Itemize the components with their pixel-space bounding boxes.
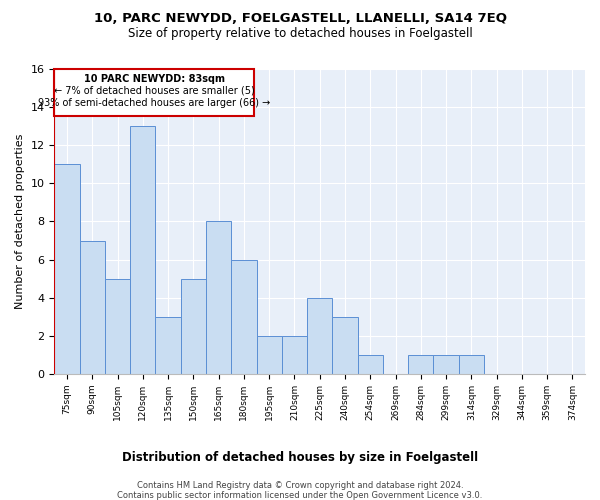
Bar — [282, 336, 307, 374]
Bar — [105, 278, 130, 374]
Bar — [55, 164, 80, 374]
Text: Distribution of detached houses by size in Foelgastell: Distribution of detached houses by size … — [122, 451, 478, 464]
Bar — [332, 316, 358, 374]
Bar — [358, 355, 383, 374]
Bar — [307, 298, 332, 374]
Bar — [206, 222, 231, 374]
Bar — [181, 278, 206, 374]
Text: Contains HM Land Registry data © Crown copyright and database right 2024.: Contains HM Land Registry data © Crown c… — [137, 480, 463, 490]
Text: ← 7% of detached houses are smaller (5): ← 7% of detached houses are smaller (5) — [54, 86, 254, 96]
Text: Size of property relative to detached houses in Foelgastell: Size of property relative to detached ho… — [128, 28, 472, 40]
Bar — [130, 126, 155, 374]
Bar — [80, 240, 105, 374]
Text: 10, PARC NEWYDD, FOELGASTELL, LLANELLI, SA14 7EQ: 10, PARC NEWYDD, FOELGASTELL, LLANELLI, … — [94, 12, 506, 26]
Bar — [55, 69, 254, 116]
Bar — [231, 260, 257, 374]
Text: 93% of semi-detached houses are larger (66) →: 93% of semi-detached houses are larger (… — [38, 98, 271, 108]
Text: 10 PARC NEWYDD: 83sqm: 10 PARC NEWYDD: 83sqm — [84, 74, 225, 84]
Bar — [155, 316, 181, 374]
Bar — [408, 355, 433, 374]
Bar — [257, 336, 282, 374]
Bar — [458, 355, 484, 374]
Y-axis label: Number of detached properties: Number of detached properties — [15, 134, 25, 309]
Bar — [433, 355, 458, 374]
Text: Contains public sector information licensed under the Open Government Licence v3: Contains public sector information licen… — [118, 490, 482, 500]
